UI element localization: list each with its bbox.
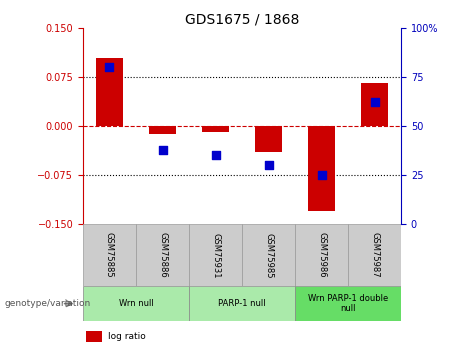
Point <box>106 64 113 70</box>
Text: GSM75986: GSM75986 <box>317 233 326 278</box>
Bar <box>149 126 176 134</box>
Bar <box>86 331 102 342</box>
Bar <box>83 286 189 321</box>
Bar <box>255 126 282 152</box>
Bar <box>295 286 401 321</box>
Bar <box>189 224 242 286</box>
Text: GSM75885: GSM75885 <box>105 233 114 278</box>
Text: GSM75985: GSM75985 <box>264 233 273 278</box>
Text: Wrn PARP-1 double
null: Wrn PARP-1 double null <box>308 294 388 313</box>
Bar <box>96 58 123 126</box>
Point <box>265 162 272 168</box>
Text: genotype/variation: genotype/variation <box>5 299 91 308</box>
Point <box>159 147 166 152</box>
Bar <box>295 224 348 286</box>
Bar <box>242 224 295 286</box>
Point <box>371 100 378 105</box>
Point <box>318 172 325 178</box>
Bar <box>308 126 335 211</box>
Text: Wrn null: Wrn null <box>118 299 154 308</box>
Bar <box>83 224 136 286</box>
Bar <box>348 224 401 286</box>
Text: GSM75886: GSM75886 <box>158 233 167 278</box>
Text: GSM75931: GSM75931 <box>211 233 220 278</box>
Text: log ratio: log ratio <box>108 332 146 341</box>
Title: GDS1675 / 1868: GDS1675 / 1868 <box>185 12 299 27</box>
Bar <box>361 83 388 126</box>
Bar <box>202 126 229 132</box>
Bar <box>136 224 189 286</box>
Bar <box>189 286 295 321</box>
Point <box>212 152 219 158</box>
Text: GSM75987: GSM75987 <box>370 233 379 278</box>
Text: PARP-1 null: PARP-1 null <box>218 299 266 308</box>
